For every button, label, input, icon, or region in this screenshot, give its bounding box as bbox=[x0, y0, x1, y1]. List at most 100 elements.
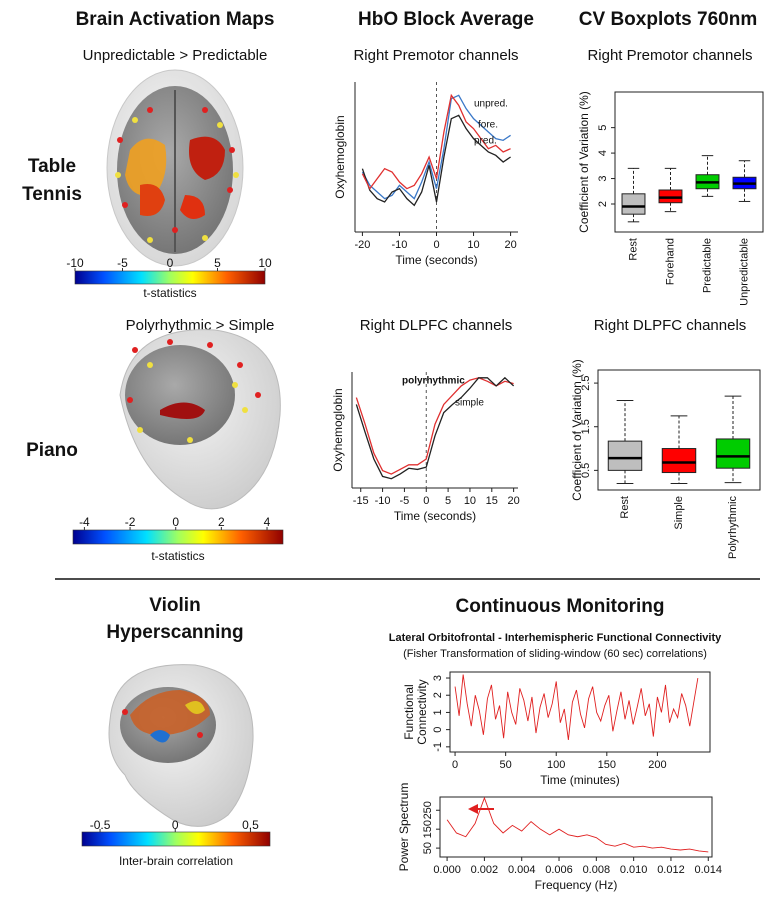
series-line bbox=[446, 796, 709, 853]
y-tick-label: 150 bbox=[422, 820, 434, 838]
colorbar-tick-label: 0 bbox=[167, 256, 174, 270]
plot-frame bbox=[439, 796, 713, 858]
box bbox=[661, 448, 697, 474]
x-tick-label: 0.000 bbox=[433, 864, 461, 876]
colorbar-tick-label: -5 bbox=[117, 256, 128, 270]
y-tick-label: 5 bbox=[597, 125, 609, 131]
colorbar-label: t-statistics bbox=[143, 286, 196, 300]
x-tick-label: 0.006 bbox=[545, 864, 573, 876]
y-tick-label: 250 bbox=[422, 801, 434, 819]
colorbar-label: Inter-brain correlation bbox=[119, 854, 233, 868]
chart-title: Right Premotor channels bbox=[353, 47, 518, 64]
x-tick-label: 0.010 bbox=[620, 864, 648, 876]
x-tick-label: 5 bbox=[445, 495, 451, 507]
x-tick-label: 10 bbox=[464, 495, 476, 507]
series-line bbox=[361, 93, 511, 190]
y-tick-label: 50 bbox=[422, 842, 434, 854]
series-label: pred. bbox=[474, 136, 497, 147]
y-tick-label: -1 bbox=[432, 742, 444, 752]
colorbar bbox=[72, 529, 284, 545]
category-label: Forehand bbox=[664, 238, 676, 285]
y-axis-label: Connectivity bbox=[415, 679, 429, 744]
x-tick-label: 50 bbox=[500, 759, 512, 771]
chart-subtitle: (Fisher Transformation of sliding-window… bbox=[403, 648, 707, 660]
colorbar-tick-label: 0.5 bbox=[242, 818, 259, 832]
brain-image bbox=[106, 69, 244, 267]
x-tick-label: 0.012 bbox=[657, 864, 685, 876]
chart-title: Lateral Orbitofrontal - Interhemispheric… bbox=[389, 632, 722, 644]
x-tick-label: -5 bbox=[400, 495, 410, 507]
category-label: Rest bbox=[619, 496, 631, 519]
y-axis-label: Power Spectrum bbox=[397, 783, 411, 872]
series-label: polyrhythmic bbox=[402, 376, 465, 387]
column-heading: CV Boxplots 760nm bbox=[579, 9, 757, 30]
x-tick-label: 150 bbox=[598, 759, 616, 771]
y-tick-label: 2 bbox=[432, 692, 444, 698]
colorbar-tick-label: -0.5 bbox=[90, 818, 111, 832]
row-label: Piano bbox=[26, 440, 78, 461]
x-axis-label: Time (seconds) bbox=[394, 509, 476, 523]
y-tick-label: 0 bbox=[432, 727, 444, 733]
y-axis-label: Oxyhemoglobin bbox=[333, 115, 347, 198]
y-tick-label: 2.5 bbox=[580, 375, 592, 390]
colorbar-tick-label: -4 bbox=[79, 515, 90, 529]
box bbox=[715, 438, 751, 469]
colorbar-tick-label: -2 bbox=[125, 515, 136, 529]
section-heading: Continuous Monitoring bbox=[456, 596, 665, 617]
colorbar-tick-label: 0 bbox=[172, 818, 179, 832]
plot-frame bbox=[597, 369, 761, 491]
series-label: unpred. bbox=[474, 99, 508, 110]
x-tick-label: 15 bbox=[486, 495, 498, 507]
box bbox=[607, 440, 643, 471]
row-label: Tennis bbox=[22, 184, 82, 205]
x-tick-label: 200 bbox=[648, 759, 666, 771]
category-label: Predictable bbox=[701, 238, 713, 293]
colorbar-tick-label: 0 bbox=[172, 515, 179, 529]
plot-frame bbox=[614, 91, 764, 233]
box bbox=[621, 193, 646, 215]
column-heading: Brain Activation Maps bbox=[76, 9, 275, 30]
brain-image bbox=[119, 329, 281, 510]
series-line bbox=[355, 376, 515, 480]
x-tick-label: -10 bbox=[392, 239, 408, 251]
series-label: simple bbox=[455, 398, 484, 409]
x-tick-label: 0.004 bbox=[508, 864, 536, 876]
x-tick-label: -10 bbox=[375, 495, 391, 507]
y-axis-label: Oxyhemoglobin bbox=[331, 388, 345, 471]
row-label: Table bbox=[28, 156, 76, 177]
chart-title: Right Premotor channels bbox=[587, 47, 752, 64]
series-label: fore. bbox=[478, 120, 498, 131]
x-tick-label: 0 bbox=[423, 495, 429, 507]
y-tick-label: 3 bbox=[597, 175, 609, 181]
colorbar-tick-label: -10 bbox=[66, 256, 84, 270]
x-axis-label: Frequency (Hz) bbox=[535, 878, 618, 892]
y-axis-label: Coefficient of Variation (%) bbox=[577, 91, 591, 233]
category-label: Simple bbox=[673, 496, 685, 530]
colorbar bbox=[81, 831, 271, 847]
colorbar-tick-label: 4 bbox=[264, 515, 271, 529]
x-tick-label: 0 bbox=[452, 759, 458, 771]
row-label: Hyperscanning bbox=[106, 622, 243, 643]
map-title: Unpredictable > Predictable bbox=[83, 47, 268, 64]
colorbar-tick-label: 2 bbox=[218, 515, 225, 529]
colorbar-tick-label: 5 bbox=[214, 256, 221, 270]
y-tick-label: 2 bbox=[597, 201, 609, 207]
x-axis-label: Time (seconds) bbox=[395, 253, 477, 267]
y-tick-label: 4 bbox=[597, 150, 609, 156]
series-line bbox=[355, 377, 514, 475]
x-tick-label: 20 bbox=[508, 495, 520, 507]
x-tick-label: 0.014 bbox=[695, 864, 723, 876]
category-label: Rest bbox=[627, 238, 639, 261]
brain-image bbox=[108, 664, 254, 827]
series-line bbox=[361, 94, 511, 200]
x-axis-label: Time (minutes) bbox=[540, 773, 620, 787]
y-tick-label: 0.5 bbox=[580, 463, 592, 478]
y-axis-label: Functional bbox=[402, 684, 416, 739]
y-tick-label: 1 bbox=[432, 709, 444, 715]
chart-title: Right DLPFC channels bbox=[594, 317, 747, 334]
chart-title: Right DLPFC channels bbox=[360, 317, 513, 334]
series-line bbox=[361, 114, 511, 207]
x-tick-label: 0.002 bbox=[471, 864, 499, 876]
x-tick-label: 100 bbox=[547, 759, 565, 771]
